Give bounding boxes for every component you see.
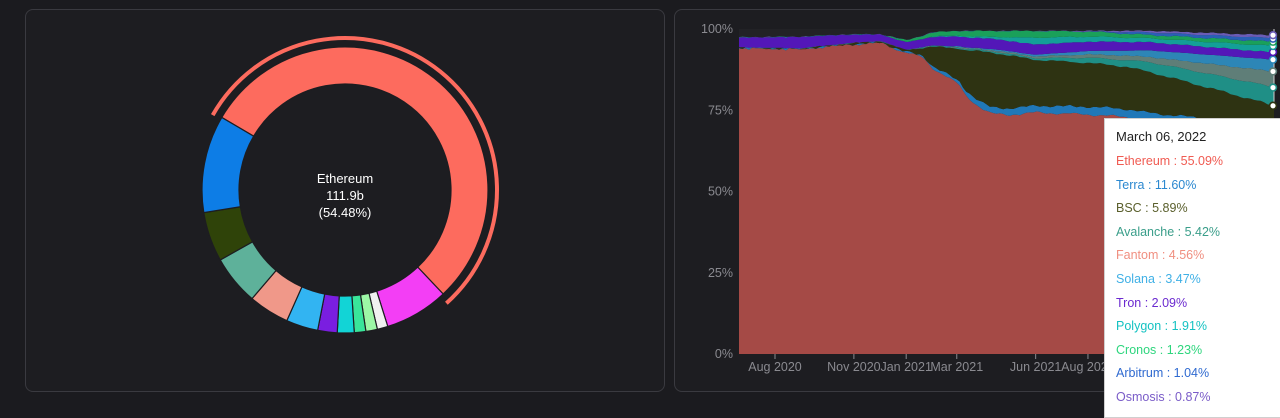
hover-dot-solana <box>1268 55 1278 64</box>
tooltip-date: March 06, 2022 <box>1116 129 1207 144</box>
tooltip-entry: Solana : 3.47% <box>1116 271 1201 286</box>
tooltip-entry: Ethereum : 55.09% <box>1116 154 1224 168</box>
area-series-fantom <box>739 41 1274 88</box>
area-series-arbitrum <box>739 30 1274 42</box>
x-tick-label: Jan 2021 <box>880 360 931 374</box>
hover-dot-avalanche <box>1268 83 1278 92</box>
area-series-bsc <box>739 41 1274 127</box>
y-tick-label: 50% <box>708 185 733 199</box>
hover-dot-bsc <box>1268 101 1278 110</box>
area-series-others <box>739 29 1274 40</box>
area-series-polygon <box>739 34 1274 53</box>
hover-dot-fantom <box>1268 67 1278 76</box>
tooltip-entry: Cronos : 1.23% <box>1116 342 1203 357</box>
donut-slice-ethereum[interactable] <box>220 46 489 295</box>
center-label-percent: (54.48%) <box>319 205 372 220</box>
center-label-value: 111.9b <box>326 188 364 203</box>
active-slice-highlight-arc <box>210 36 499 305</box>
donut-slice-seg-blue[interactable] <box>201 116 255 214</box>
x-tick-label: Nov 2020 <box>827 360 881 374</box>
tooltip-entry: Arbitrum : 1.04% <box>1116 366 1210 381</box>
tooltip-entry: Terra : 11.60% <box>1116 177 1197 192</box>
donut-chart: Ethereum 111.9b (54.48%) <box>201 36 499 334</box>
x-tick-label: Jun 2021 <box>1010 360 1061 374</box>
area-series-avalanche <box>739 41 1274 106</box>
x-tick-label: Mar 2021 <box>930 360 983 374</box>
area-series-solana <box>739 41 1274 72</box>
y-tick-label: 100% <box>701 22 733 36</box>
y-tick-label: 0% <box>715 347 733 361</box>
tooltip-entry: Avalanche : 5.42% <box>1116 224 1221 239</box>
tooltip-entry: Fantom : 4.56% <box>1116 248 1205 263</box>
tooltip-entry: Tron : 2.09% <box>1116 295 1188 310</box>
tooltip-entry: BSC : 5.89% <box>1116 201 1188 216</box>
chart-tooltip: March 06, 2022 Ethereum : 55.09% Terra : … <box>1104 118 1280 418</box>
center-label-name: Ethereum <box>317 171 373 186</box>
tooltip-entry: Osmosis : 0.87% <box>1116 389 1211 404</box>
y-tick-label: 25% <box>708 266 733 280</box>
y-tick-label: 75% <box>708 103 733 117</box>
x-tick-label: Aug 2020 <box>748 360 802 374</box>
stacked-area-chart: 100% 75% 50% 25% 0% Aug 2020 Nov 2020 Jan 2021… <box>701 22 1278 374</box>
tooltip-entry: Polygon : 1.91% <box>1116 319 1208 334</box>
area-series-cronos <box>739 30 1274 46</box>
hover-dot-osmosis <box>1268 30 1278 40</box>
area-series-tron <box>739 34 1274 60</box>
x-tick-label: Aug 2021 <box>1061 360 1115 374</box>
